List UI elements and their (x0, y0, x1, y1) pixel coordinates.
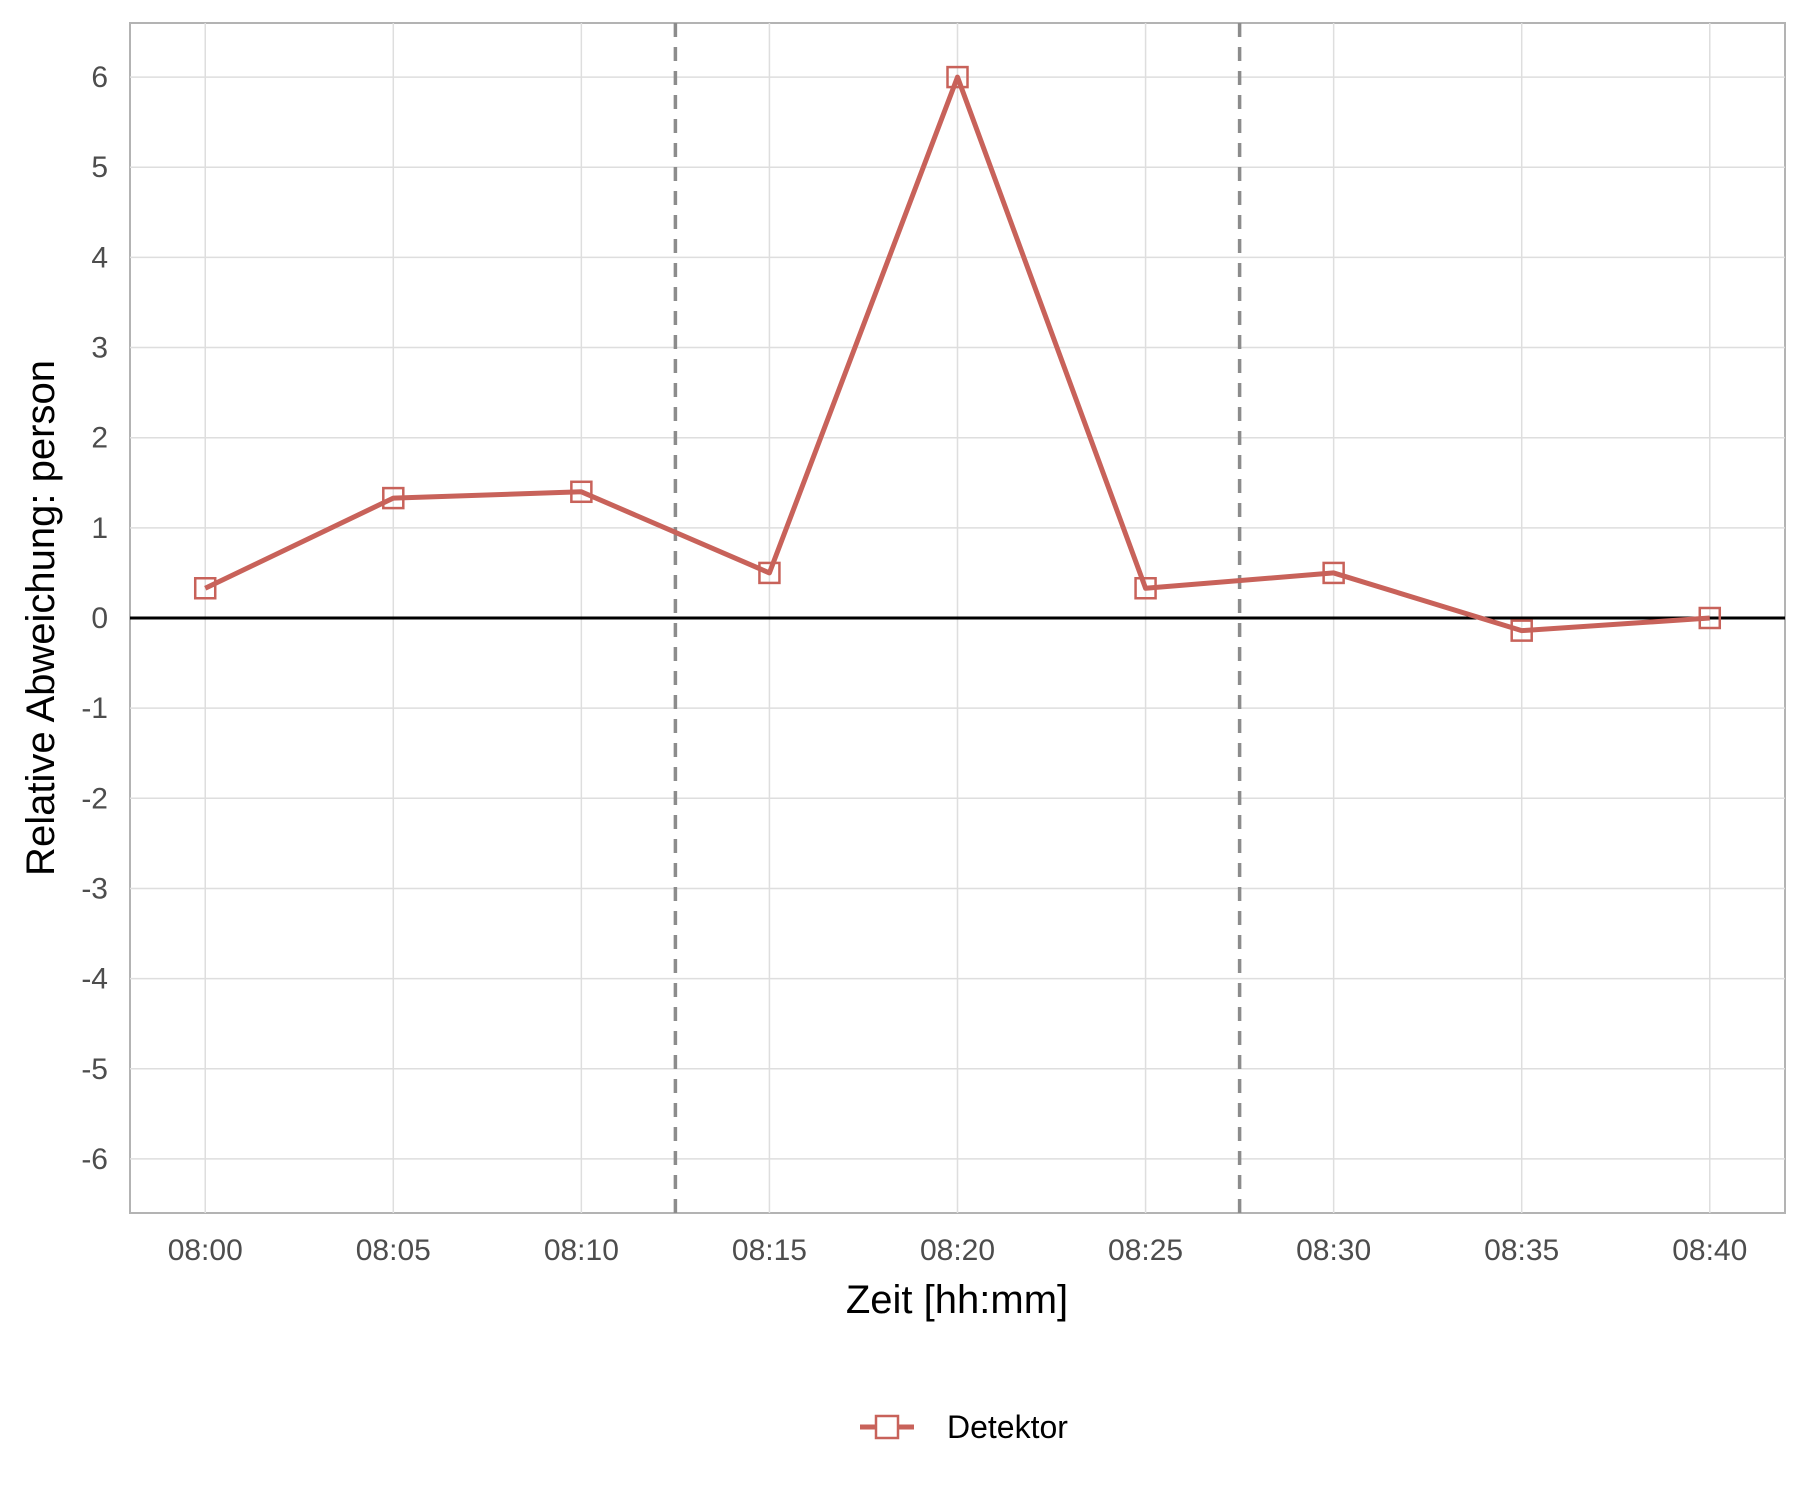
y-tick-label: 5 (91, 151, 108, 184)
y-tick-label: 6 (91, 61, 108, 94)
y-tick-label: -6 (81, 1143, 108, 1176)
y-tick-label: 3 (91, 332, 108, 365)
legend-marker (874, 1414, 900, 1440)
data-point (570, 480, 593, 504)
series-line (204, 74, 1710, 634)
data-point (1510, 619, 1533, 642)
y-tick-label: 1 (91, 512, 108, 545)
y-tick-label: -5 (81, 1053, 108, 1086)
x-tick-label: 08:15 (732, 1234, 807, 1267)
x-tick-label: 08:30 (1296, 1234, 1371, 1267)
x-tick-label: 08:10 (544, 1234, 619, 1267)
series-detektor (193, 65, 1722, 642)
data-point (946, 65, 969, 89)
data-point (382, 486, 405, 510)
y-tick-label: 2 (91, 422, 108, 455)
y-tick-labels: -6 -5 -4 -3 -2 -1 0 1 2 3 4 5 6 (81, 61, 108, 1176)
x-tick-label: 08:00 (168, 1234, 243, 1267)
y-tick-label: 0 (91, 602, 108, 635)
data-point (1134, 577, 1157, 600)
data-point (1322, 561, 1345, 585)
x-tick-label: 08:20 (920, 1234, 995, 1267)
x-tick-label: 08:35 (1484, 1234, 1559, 1267)
data-point (758, 561, 781, 585)
y-tick-label: -2 (81, 782, 108, 815)
legend-label-detektor: Detektor (947, 1409, 1068, 1445)
data-point (1698, 606, 1722, 630)
y-axis-title: Relative Abweichung: person (19, 360, 63, 876)
x-tick-labels: 08:00 08:05 08:10 08:15 08:20 08:25 08:30 08:35… (168, 1234, 1748, 1267)
x-axis-title: Zeit [hh:mm] (846, 1278, 1068, 1322)
x-tick-label: 08:25 (1108, 1234, 1183, 1267)
data-point (193, 577, 217, 600)
y-tick-label: -3 (81, 872, 108, 905)
y-tick-label: -4 (81, 963, 108, 996)
x-tick-label: 08:40 (1672, 1234, 1747, 1267)
y-tick-label: 4 (91, 241, 108, 274)
y-tick-label: -1 (81, 692, 108, 725)
legend: Detektor (860, 1409, 1068, 1445)
reference-lines (130, 23, 1785, 1213)
x-tick-label: 08:05 (356, 1234, 431, 1267)
